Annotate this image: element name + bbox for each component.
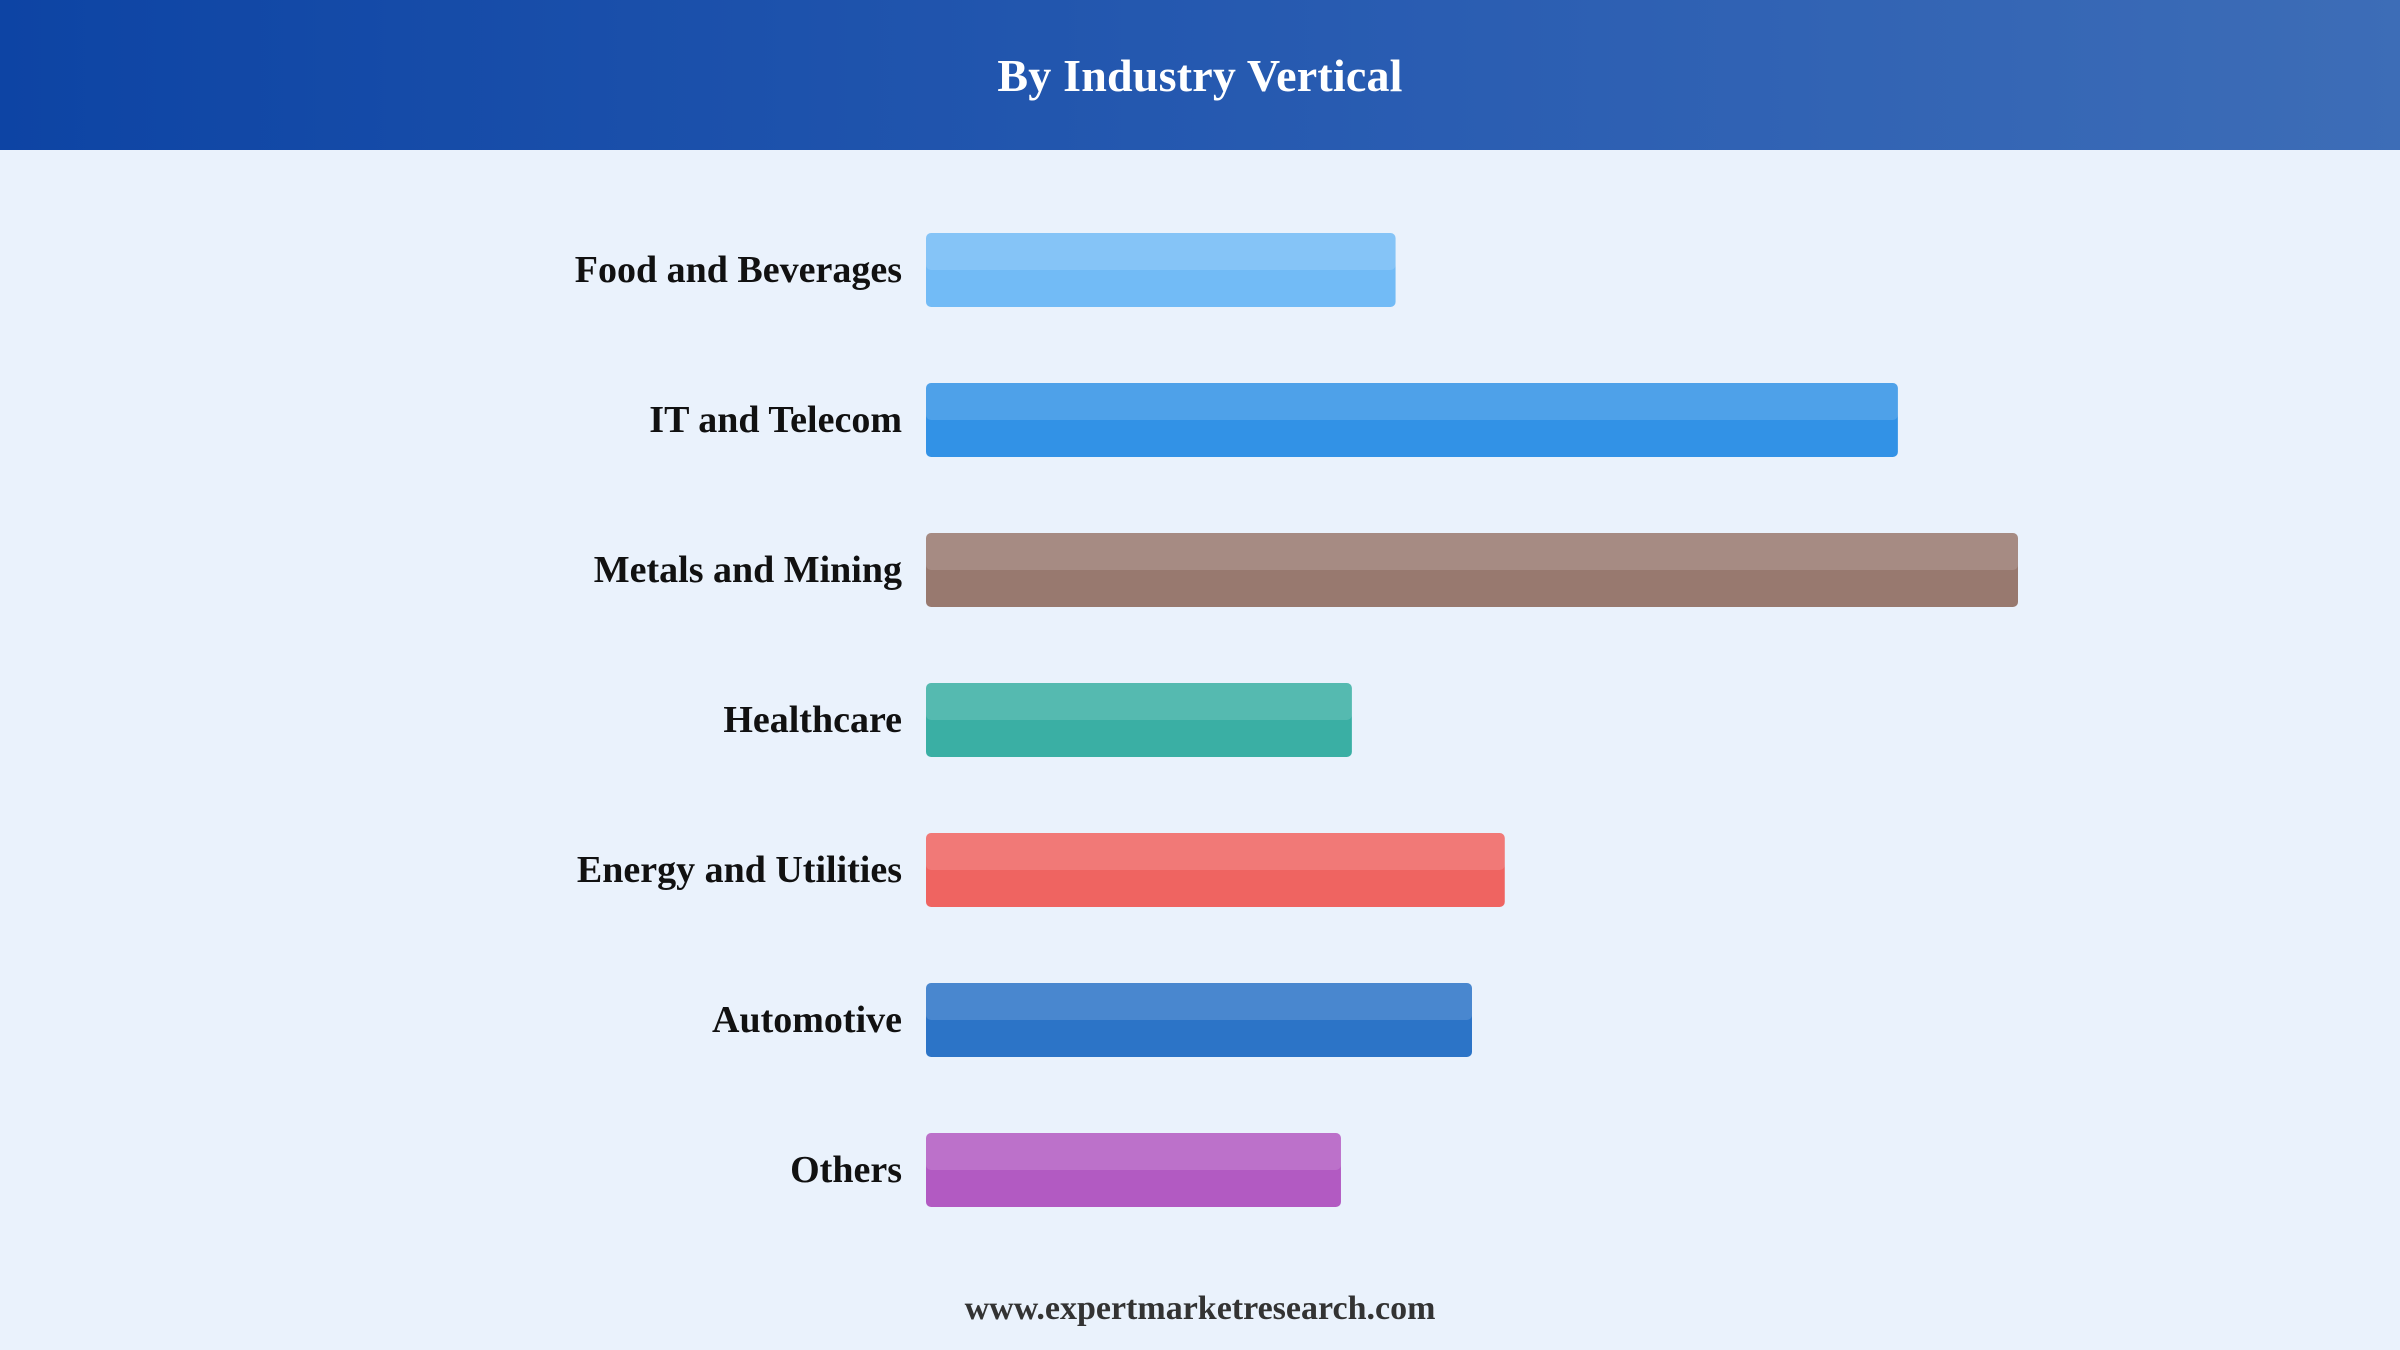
category-label-food-and-beverages: Food and Beverages [575,249,902,291]
website-footer: www.expertmarketresearch.com [964,1290,1436,1327]
bar-metals-and-mining [926,533,2018,607]
bar-highlight-energy-and-utilities [926,833,1505,870]
bar-highlight-metals-and-mining [926,533,2018,570]
header-banner: By Industry Vertical [0,0,2400,150]
category-label-energy-and-utilities: Energy and Utilities [577,849,902,891]
bar-highlight-automotive [926,983,1472,1020]
bar-highlight-food-and-beverages [926,233,1396,270]
bar-highlight-others [926,1133,1341,1170]
bar-others [926,1133,1341,1207]
category-label-healthcare: Healthcare [723,699,902,741]
category-label-it-and-telecom: IT and Telecom [649,399,902,441]
chart-title: By Industry Vertical [997,49,1403,101]
bar-automotive [926,983,1472,1057]
bar-it-and-telecom [926,383,1898,457]
category-label-metals-and-mining: Metals and Mining [594,549,902,591]
category-label-others: Others [790,1149,902,1191]
bar-highlight-healthcare [926,683,1352,720]
category-label-automotive: Automotive [712,999,902,1041]
bar-energy-and-utilities [926,833,1505,907]
bar-food-and-beverages [926,233,1396,307]
bar-highlight-it-and-telecom [926,383,1898,420]
bar-healthcare [926,683,1352,757]
